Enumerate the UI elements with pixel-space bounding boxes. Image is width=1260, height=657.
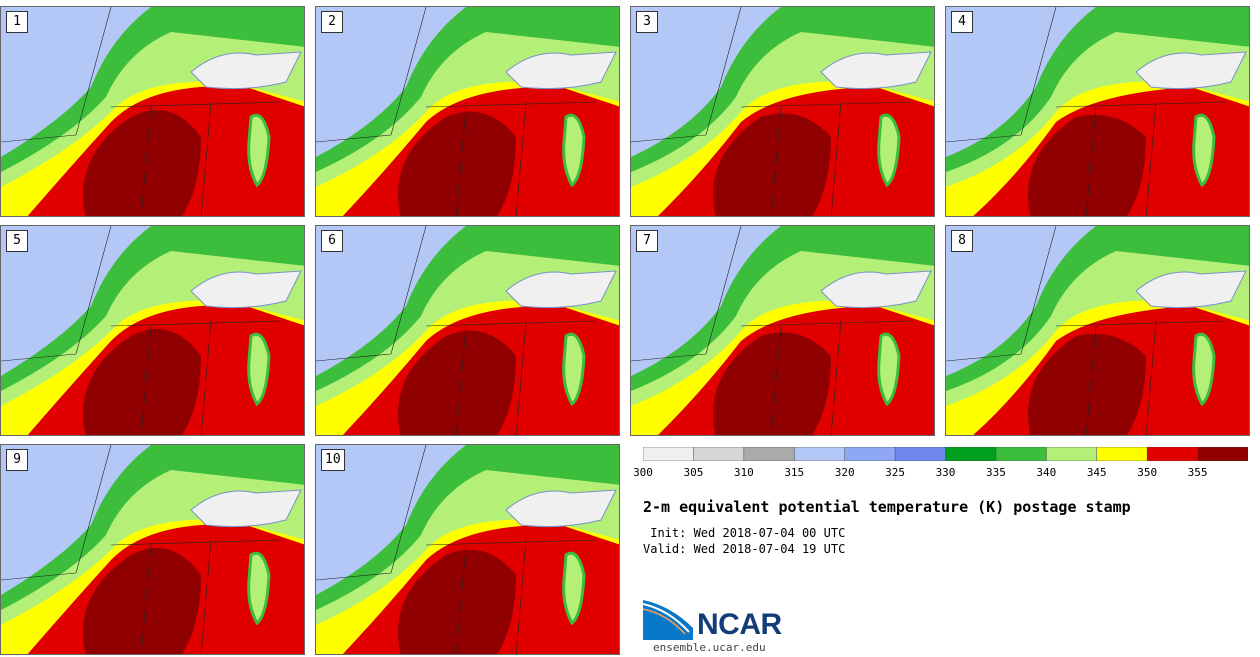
init-time: Init: Wed 2018-07-04 00 UTC [643,526,846,540]
member-panel: 6 [315,225,620,436]
member-panel: 3 [630,6,935,217]
colorbar-bin [1046,447,1098,461]
colorbar-tick-label: 345 [1086,466,1107,479]
colorbar-bin [643,447,695,461]
colorbar-tick-label: 315 [784,466,805,479]
theta-e-map [946,226,1249,435]
valid-time: Valid: Wed 2018-07-04 19 UTC [643,542,846,556]
colorbar-tick-label: 330 [935,466,956,479]
colorbar-tick-label: 305 [683,466,704,479]
theta-e-map [1,226,304,435]
theta-e-map [631,226,934,435]
colorbar-tick-label: 310 [733,466,754,479]
colorbar-bin [1096,447,1148,461]
colorbar-bin [995,447,1048,461]
member-panel: 2 [315,6,620,217]
colorbar-bin [1146,447,1199,461]
member-number: 2 [321,11,343,33]
site-url: ensemble.ucar.edu [653,641,766,654]
colorbar-tick-label: 325 [885,466,906,479]
member-number: 9 [6,449,28,471]
colorbar [643,447,1248,461]
colorbar-tick-label: 335 [985,466,1006,479]
colorbar-bin [945,447,997,461]
theta-e-map [631,7,934,216]
member-number: 10 [321,449,345,471]
theta-e-map [1,7,304,216]
colorbar-bin [844,447,896,461]
theta-e-map [316,445,619,654]
member-panel: 1 [0,6,305,217]
colorbar-tick-label: 320 [834,466,855,479]
member-number: 3 [636,11,658,33]
member-panel: 4 [945,6,1250,217]
member-number: 8 [951,230,973,252]
colorbar-bin [894,447,947,461]
colorbar-tick-label: 300 [633,466,653,479]
theta-e-map [316,7,619,216]
member-number: 1 [6,11,28,33]
member-number: 4 [951,11,973,33]
colorbar-bin [1197,447,1248,461]
member-panel: 5 [0,225,305,436]
member-panel: 8 [945,225,1250,436]
member-panel: 10 [315,444,620,655]
colorbar-bin [693,447,745,461]
colorbar-tick-label: 355 [1187,466,1208,479]
member-panel: 7 [630,225,935,436]
logo-wordmark: NCAR [697,608,782,641]
colorbar-tick-label: 340 [1036,466,1057,479]
colorbar-bin [794,447,846,461]
member-number: 5 [6,230,28,252]
colorbar-tick-labels: 300 305 310 315 320 325 330 335 340 345 350 355 [633,466,1260,482]
member-number: 7 [636,230,658,252]
member-number: 6 [321,230,343,252]
ncar-logo-icon [643,600,693,640]
colorbar-bin [743,447,795,461]
colorbar-tick-label: 350 [1137,466,1158,479]
theta-e-map [316,226,619,435]
member-panel: 9 [0,444,305,655]
theta-e-map [946,7,1249,216]
figure-title: 2-m equivalent potential temperature (K)… [643,498,1131,516]
theta-e-map [1,445,304,654]
